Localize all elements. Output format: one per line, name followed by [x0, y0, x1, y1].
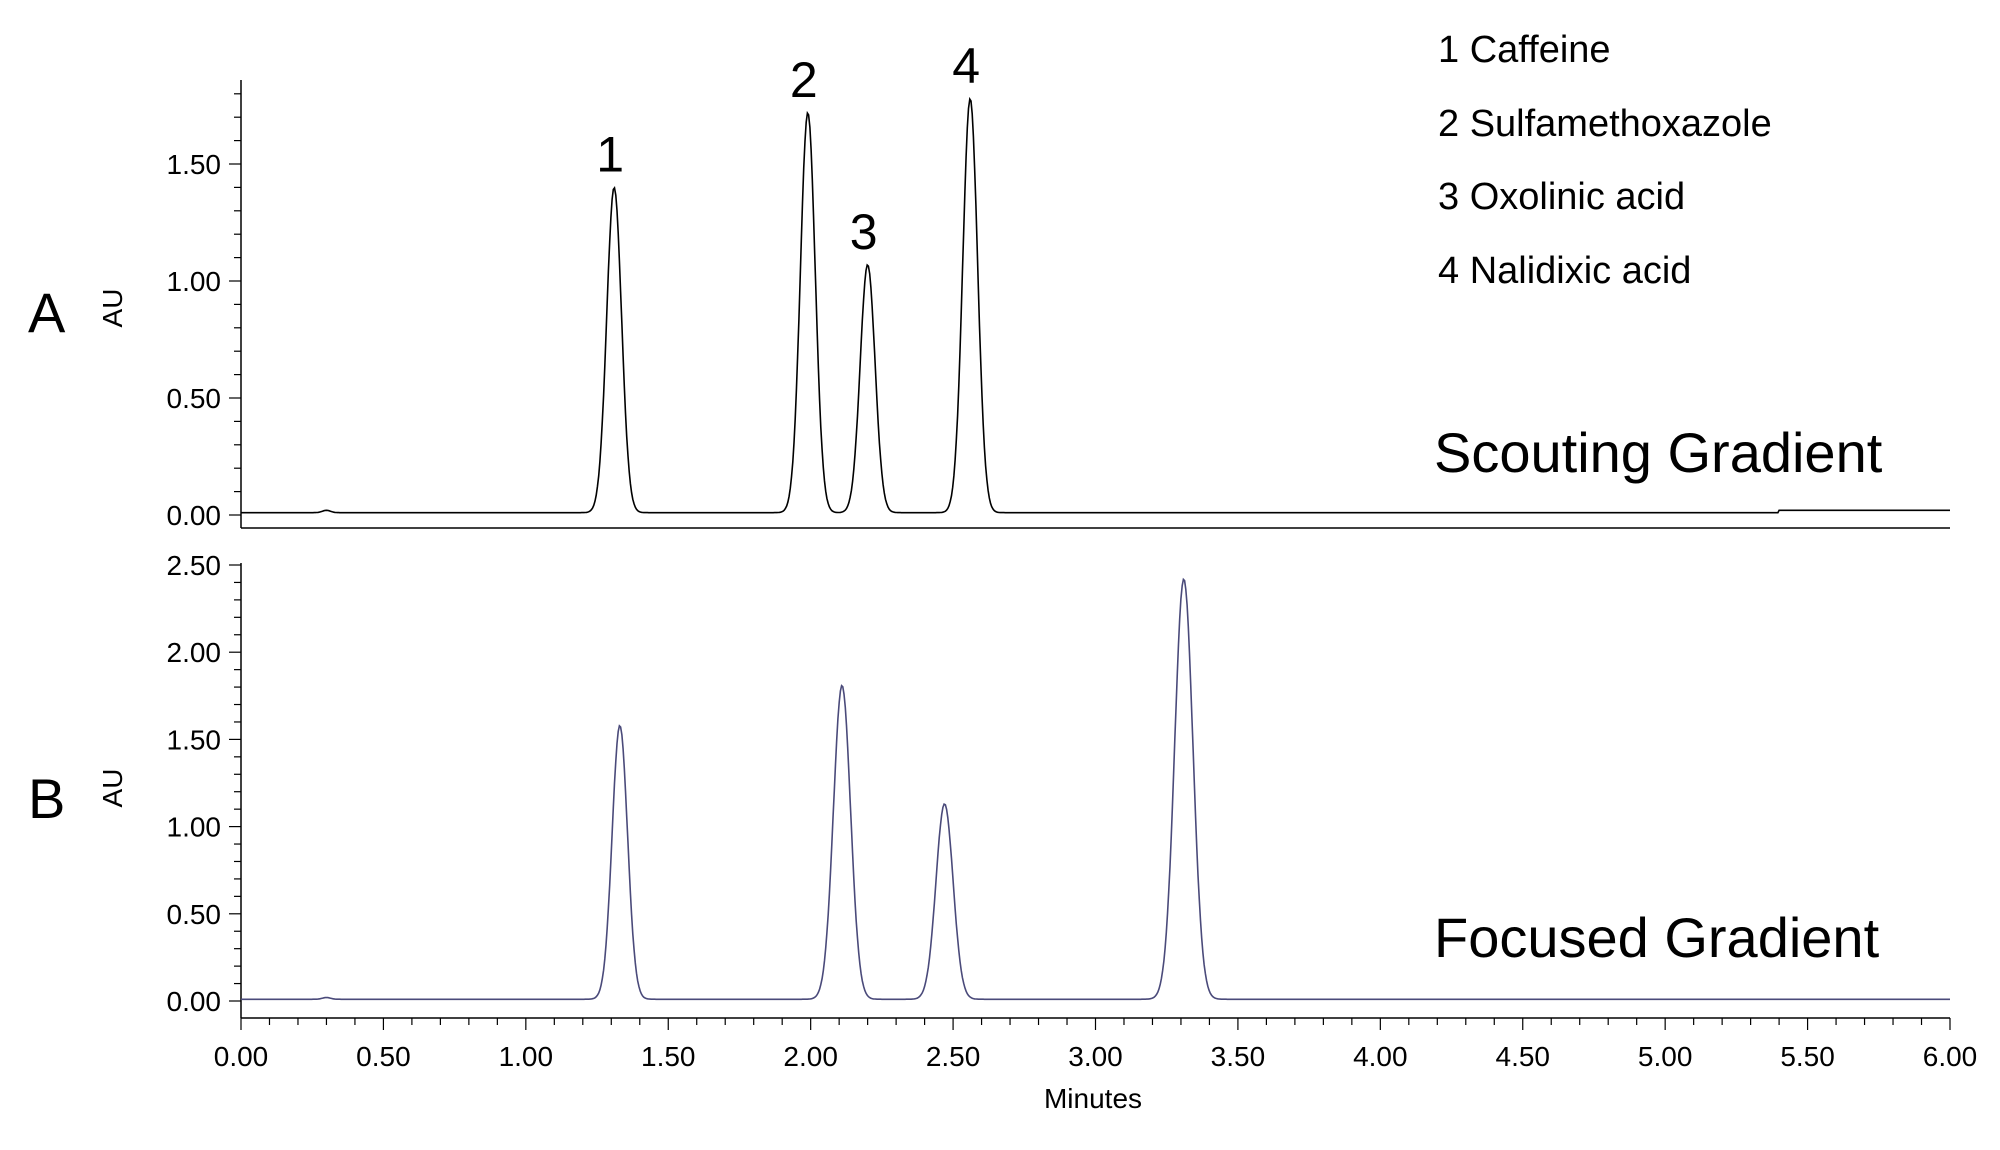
y-tick-label: 1.00: [167, 812, 222, 843]
legend-item-caffeine: 1 Caffeine: [1438, 29, 1611, 71]
panel-b: B AU 0.00 0.50 1.00 1.50 2.00 2.50 0.00 0.50 1.0…: [28, 550, 1977, 1114]
peak-label-1: 1: [596, 127, 624, 183]
panel-b-axes: 0.00 0.50 1.00 1.50 2.00 2.50 0.00 0.50 1.00 1.50…: [167, 550, 1978, 1072]
y-tick-label: 1.50: [167, 724, 222, 755]
x-tick-label: 5.50: [1780, 1041, 1835, 1072]
panel-b-annotation: Focused Gradient: [1434, 906, 1880, 969]
y-tick-label: 0.00: [167, 500, 222, 531]
legend: 1 Caffeine 2 Sulfamethoxazole 3 Oxolinic…: [1438, 29, 1772, 292]
panel-a-trace: [241, 96, 1950, 514]
legend-item-sulfamethoxazole: 2 Sulfamethoxazole: [1438, 103, 1772, 145]
x-tick-label: 5.00: [1638, 1041, 1693, 1072]
x-tick-label: 6.00: [1923, 1041, 1978, 1072]
peak-label-4: 4: [952, 38, 980, 94]
x-tick-label: 4.50: [1496, 1041, 1551, 1072]
x-tick-label: 4.00: [1353, 1041, 1408, 1072]
legend-item-oxolinic-acid: 3 Oxolinic acid: [1438, 176, 1685, 218]
panel-a-peak-labels: 1 2 3 4: [596, 38, 980, 260]
x-tick-label: 1.50: [641, 1041, 696, 1072]
peak-label-2: 2: [790, 52, 818, 108]
x-tick-label: 1.00: [499, 1041, 554, 1072]
x-tick-label: 2.50: [926, 1041, 981, 1072]
panel-b-letter: B: [28, 767, 65, 830]
panel-b-trace: [241, 577, 1950, 1001]
panel-a: A AU 0.00 0.50 1.00 1.50 1 2 3 4 Scouting Grad…: [28, 29, 1950, 531]
x-tick-label: 2.00: [783, 1041, 838, 1072]
y-tick-label: 2.00: [167, 637, 222, 668]
x-tick-label: 0.00: [214, 1041, 269, 1072]
y-tick-label: 0.50: [167, 383, 222, 414]
y-tick-label: 0.00: [167, 986, 222, 1017]
x-tick-label: 3.50: [1211, 1041, 1266, 1072]
y-tick-label: 0.50: [167, 899, 222, 930]
panel-a-letter: A: [28, 281, 66, 344]
y-tick-label: 1.00: [167, 266, 222, 297]
legend-item-nalidixic-acid: 4 Nalidixic acid: [1438, 250, 1691, 292]
panel-a-axes: 0.00 0.50 1.00 1.50: [167, 80, 1950, 531]
y-tick-label: 2.50: [167, 550, 222, 581]
panel-a-y-axis-label: AU: [97, 289, 128, 328]
y-tick-label: 1.50: [167, 149, 222, 180]
x-tick-label: 0.50: [356, 1041, 411, 1072]
panel-a-annotation: Scouting Gradient: [1434, 421, 1883, 484]
x-axis-label: Minutes: [1044, 1083, 1142, 1114]
x-tick-label: 3.00: [1068, 1041, 1123, 1072]
peak-label-3: 3: [850, 204, 878, 260]
panel-b-y-axis-label: AU: [97, 769, 128, 808]
